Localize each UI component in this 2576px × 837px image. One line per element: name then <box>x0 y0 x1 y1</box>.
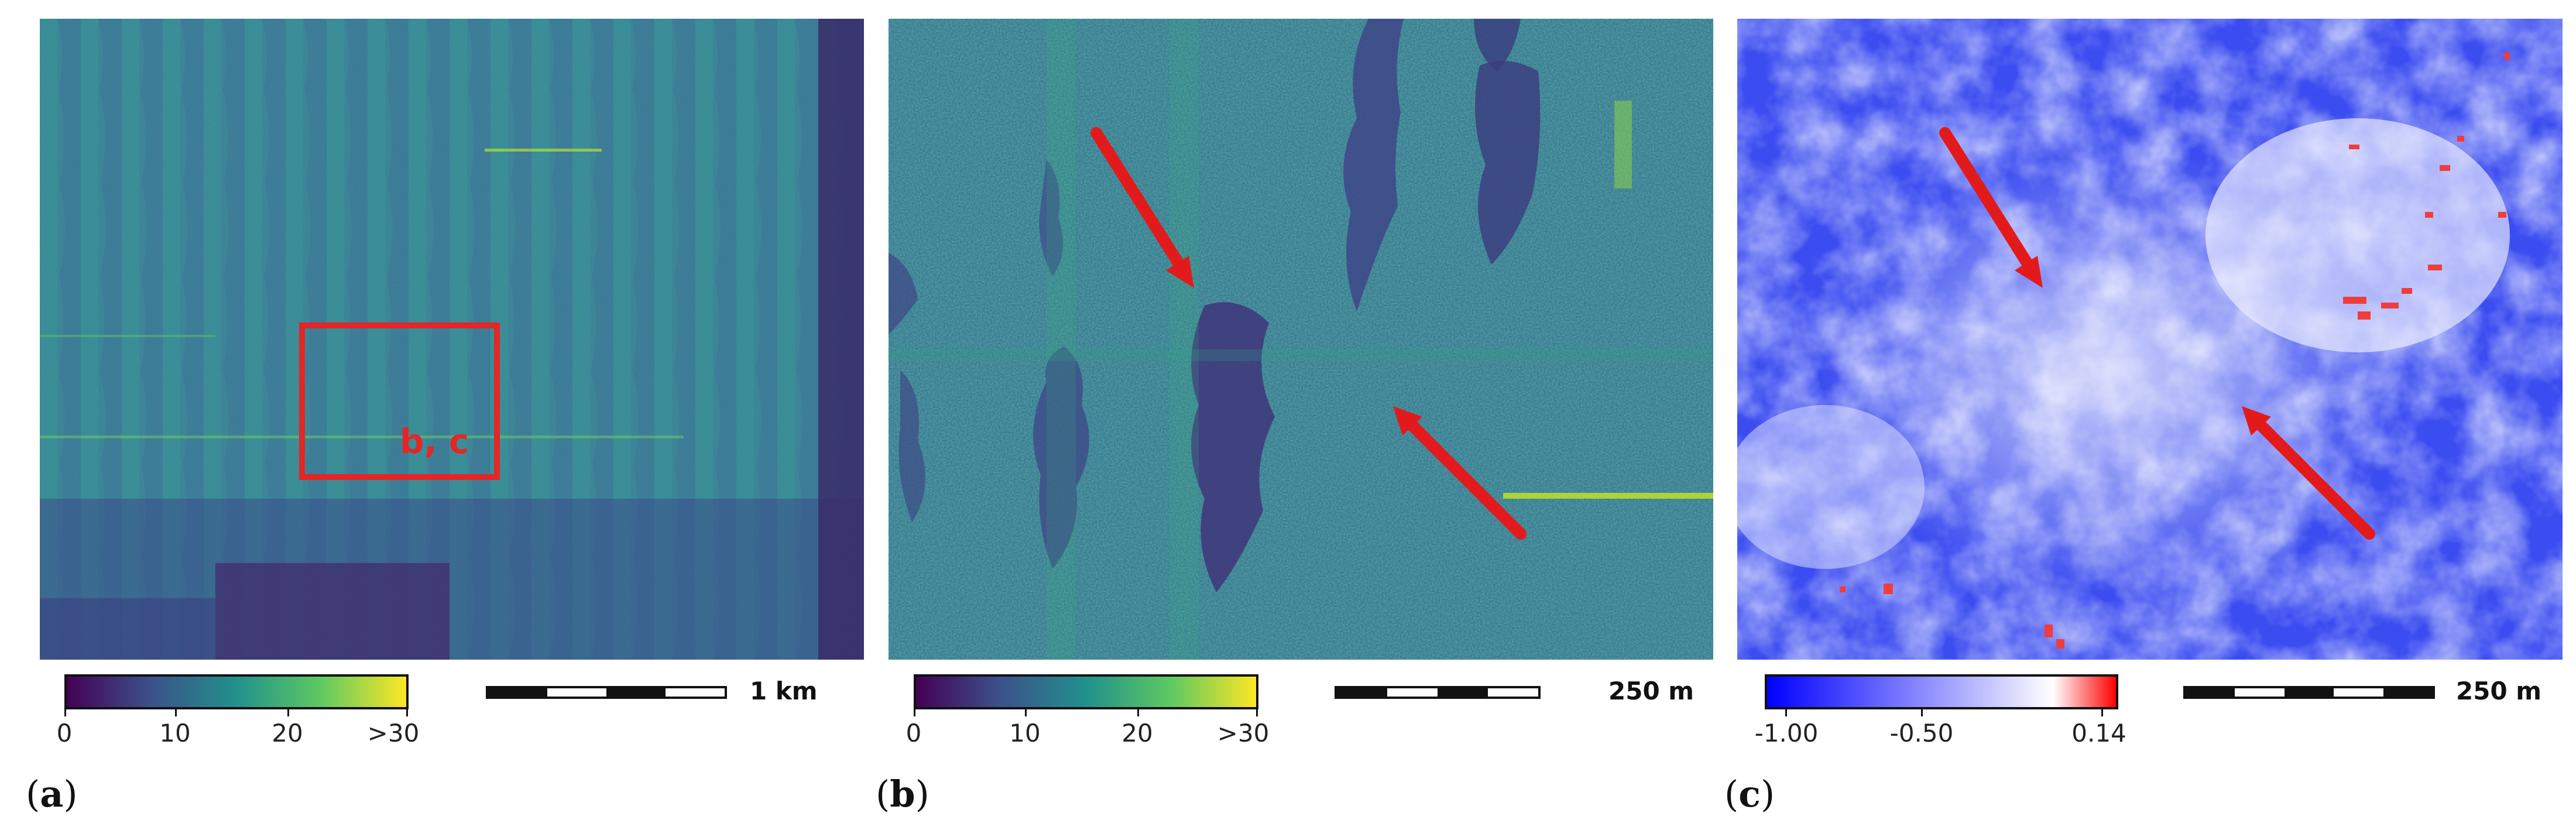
colorbar-a-tick <box>287 708 289 716</box>
arrows-panel-c <box>1939 127 2375 540</box>
colorbar-b-label: 20 <box>1121 719 1153 747</box>
highlight-box <box>299 323 500 480</box>
colorbar-b-tick <box>1025 708 1027 716</box>
colorbar-b-label: 10 <box>1009 719 1041 747</box>
panel-c-map <box>1737 19 2563 660</box>
scale-bar-a <box>486 686 727 699</box>
colorbar-c-label: -0.50 <box>1889 719 1954 747</box>
scale-bar-c-label: 250 m <box>2456 677 2542 705</box>
panel-b-label: (b) <box>876 773 929 815</box>
colorbar-a-label: 0 <box>56 719 73 747</box>
colorbar-c-tick <box>1921 708 1923 716</box>
colorbar-b-tick <box>914 708 915 716</box>
colorbar-b-tick <box>1256 708 1258 716</box>
colorbar-b-label: 0 <box>905 719 922 747</box>
colorbar-a-tick <box>406 708 408 716</box>
colorbar-c-tick <box>1785 708 1787 716</box>
arrows-panel-b <box>1090 127 1527 540</box>
scale-bar-b <box>1335 686 1541 699</box>
panel-b-map <box>889 19 1713 660</box>
colorbar-c <box>1765 674 2118 709</box>
colorbar-b-label: >30 <box>1217 719 1270 747</box>
colorbar-c-label: -1.00 <box>1754 719 1819 747</box>
panel-a-map <box>40 19 864 660</box>
colorbar-a-label: 20 <box>272 719 303 747</box>
highlight-box-label: b, c <box>400 421 469 461</box>
scale-bar-c <box>2183 686 2435 699</box>
colorbar-a-tick <box>64 708 66 716</box>
colorbar-c-label: 0.14 <box>2071 719 2126 747</box>
colorbar-a-label: 10 <box>159 719 191 747</box>
colorbar-c-tick <box>2101 708 2103 716</box>
panel-a-label: (a) <box>26 773 78 815</box>
panel-c-label: (c) <box>1724 773 1775 815</box>
scale-bar-b-label: 250 m <box>1608 677 1695 705</box>
colorbar-a-tick <box>175 708 177 716</box>
scale-bar-a-label: 1 km <box>750 677 818 705</box>
colorbar-b-tick <box>1137 708 1139 716</box>
colorbar-a <box>64 674 409 709</box>
colorbar-b <box>914 674 1258 709</box>
colorbar-a-label: >30 <box>367 719 420 747</box>
